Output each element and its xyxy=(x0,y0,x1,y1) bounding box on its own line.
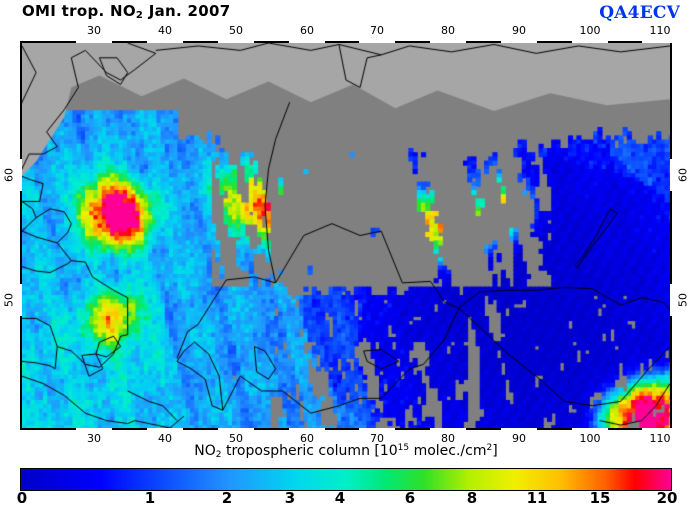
lon-tick-bottom-50: 50 xyxy=(229,432,243,445)
lon-tick-bottom-90: 90 xyxy=(512,432,526,445)
cb-text: tropospheric column [10 xyxy=(221,443,398,459)
cb-exponent: 15 xyxy=(397,443,410,453)
colorbar-tick-20: 20 xyxy=(656,489,678,507)
tickmark-top xyxy=(501,41,537,43)
colorbar-tick-1: 1 xyxy=(144,489,156,507)
tickmark-top xyxy=(642,41,678,43)
tickmark-bottom xyxy=(147,428,183,430)
cb-units-exponent: 2 xyxy=(486,443,493,453)
cb-units: molec./cm xyxy=(409,443,487,459)
lon-tick-bottom-40: 40 xyxy=(158,432,172,445)
colorbar-gradient xyxy=(21,469,671,490)
tickmark-bottom xyxy=(76,428,112,430)
lat-tick-left-50: 50 xyxy=(2,293,16,307)
tickmark-left xyxy=(20,159,22,191)
lon-tick-top-70: 70 xyxy=(370,24,384,37)
tickmark-top xyxy=(572,41,608,43)
tickmark-right xyxy=(670,159,672,191)
lon-tick-bottom-80: 80 xyxy=(441,432,455,445)
colorbar-tick-0: 0 xyxy=(16,489,28,507)
no2-heatmap xyxy=(22,43,670,428)
tickmark-top xyxy=(147,41,183,43)
colorbar-caption: NO2 tropospheric column [1015 molec./cm2… xyxy=(194,443,497,460)
page-title: OMI trop. NO2 Jan. 2007 xyxy=(22,2,230,21)
lon-tick-top-100: 100 xyxy=(579,24,601,37)
tickmark-top xyxy=(76,41,112,43)
colorbar-tick-6: 6 xyxy=(404,489,416,507)
lat-tick-right-50: 50 xyxy=(676,293,690,307)
tickmark-bottom xyxy=(218,428,254,430)
colorbar-tick-11: 11 xyxy=(526,489,548,507)
cb-species: NO xyxy=(194,443,216,459)
qa4ecv-logo: QA4ECV xyxy=(599,3,680,23)
lon-tick-bottom-110: 110 xyxy=(649,432,671,445)
lon-tick-top-60: 60 xyxy=(300,24,314,37)
title-species: OMI trop. NO xyxy=(22,2,136,20)
tickmark-top xyxy=(218,41,254,43)
lon-tick-top-40: 40 xyxy=(158,24,172,37)
tickmark-right xyxy=(670,284,672,316)
tickmark-bottom xyxy=(642,428,678,430)
title-period: Jan. 2007 xyxy=(143,2,231,20)
tickmark-top xyxy=(430,41,466,43)
colorbar-tick-2: 2 xyxy=(221,489,233,507)
map-panel xyxy=(20,41,678,430)
lat-tick-left-60: 60 xyxy=(2,168,16,182)
colorbar-tick-3: 3 xyxy=(284,489,296,507)
lat-tick-right-60: 60 xyxy=(676,168,690,182)
tickmark-left xyxy=(20,284,22,316)
lon-tick-bottom-70: 70 xyxy=(370,432,384,445)
colorbar xyxy=(20,468,672,491)
lon-tick-top-90: 90 xyxy=(512,24,526,37)
colorbar-tick-15: 15 xyxy=(589,489,611,507)
tickmark-bottom xyxy=(359,428,395,430)
tickmark-bottom xyxy=(430,428,466,430)
lon-tick-bottom-100: 100 xyxy=(579,432,601,445)
tickmark-top xyxy=(289,41,325,43)
tickmark-top xyxy=(359,41,395,43)
title-subscript: 2 xyxy=(135,10,144,21)
lon-tick-top-80: 80 xyxy=(441,24,455,37)
cb-bracket: ] xyxy=(492,443,498,459)
lon-tick-top-30: 30 xyxy=(87,24,101,37)
lon-tick-top-110: 110 xyxy=(649,24,671,37)
tickmark-bottom xyxy=(289,428,325,430)
colorbar-tick-4: 4 xyxy=(334,489,346,507)
lon-tick-top-50: 50 xyxy=(229,24,243,37)
cb-subscript: 2 xyxy=(215,450,222,460)
map-frame xyxy=(20,41,672,430)
tickmark-bottom xyxy=(572,428,608,430)
colorbar-tick-8: 8 xyxy=(466,489,478,507)
lon-tick-bottom-60: 60 xyxy=(300,432,314,445)
lon-tick-bottom-30: 30 xyxy=(87,432,101,445)
tickmark-bottom xyxy=(501,428,537,430)
